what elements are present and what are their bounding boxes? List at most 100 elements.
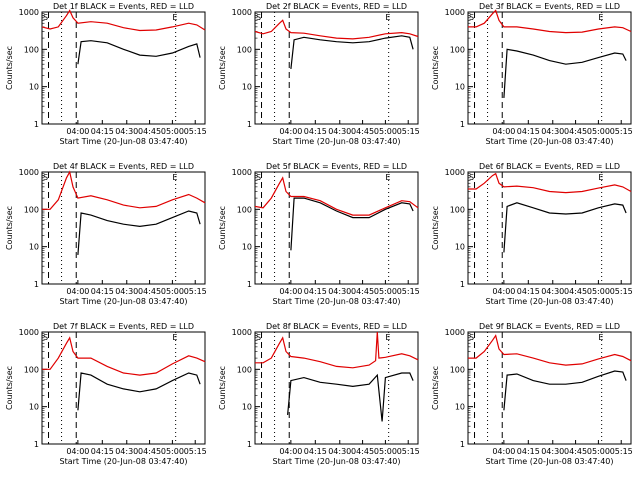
x-tick-label: 04:45: [351, 127, 374, 136]
plot-frame: [254, 171, 419, 285]
lld-series-line: [468, 172, 632, 194]
x-axis-label: Start Time (20-Jun-08 03:47:40): [486, 137, 614, 146]
marker-end-label: E: [172, 333, 177, 342]
y-tick-label: 10: [242, 83, 252, 92]
x-tick-label: 04:45: [564, 287, 587, 296]
events-series-line: [290, 197, 414, 251]
x-tick-label: 04:15: [304, 447, 327, 456]
chart-title: Det 2f BLACK = Events, RED = LLD: [266, 2, 407, 11]
lld-series-line: [254, 19, 419, 40]
x-tick-label: 04:30: [541, 127, 564, 136]
marker-start-label: S: [43, 13, 48, 22]
chart-title: Det 9f BLACK = Events, RED = LLD: [479, 322, 620, 331]
y-tick-label: 10: [455, 83, 465, 92]
x-axis-label: Start Time (20-Jun-08 03:47:40): [60, 297, 188, 306]
x-axis-label: Start Time (20-Jun-08 03:47:40): [273, 457, 401, 466]
events-series-line: [503, 48, 627, 98]
y-tick-label: 1000: [445, 328, 465, 337]
lld-series-line: [468, 9, 632, 34]
chart-panel: Det 3f BLACK = Events, RED = LLD 1 10 100 10…: [431, 2, 633, 146]
y-tick-label: 1000: [445, 168, 465, 177]
y-tick-label: 100: [450, 205, 465, 214]
marker-end-label: E: [385, 333, 390, 342]
lld-series-line: [41, 9, 206, 32]
marker-end-label: E: [598, 333, 603, 342]
x-axis-label: Start Time (20-Jun-08 03:47:40): [273, 297, 401, 306]
plot-frame: [41, 171, 206, 285]
marker-start-label: S: [469, 13, 474, 22]
y-tick-label: 10: [455, 243, 465, 252]
x-tick-label: 05:15: [397, 287, 420, 296]
y-tick-label: 1000: [232, 168, 252, 177]
x-tick-label: 05:00: [161, 447, 184, 456]
x-axis-label: Start Time (20-Jun-08 03:47:40): [273, 137, 401, 146]
y-tick-label: 1: [247, 120, 252, 129]
y-axis-label: Counts/sec: [431, 206, 440, 250]
y-tick-label: 1: [247, 280, 252, 289]
plot-frame: [41, 331, 206, 445]
marker-end-label: E: [598, 173, 603, 182]
chart-panel: Det 1f BLACK = Events, RED = LLD 1 10 100 10…: [5, 2, 207, 146]
y-tick-label: 100: [24, 365, 39, 374]
x-tick-label: 04:00: [492, 287, 515, 296]
x-axis-label: Start Time (20-Jun-08 03:47:40): [486, 297, 614, 306]
y-axis-label: Counts/sec: [431, 366, 440, 410]
x-tick-label: 04:45: [564, 447, 587, 456]
x-tick-label: 05:15: [184, 127, 207, 136]
y-tick-label: 100: [237, 365, 252, 374]
chart-title: Det 8f BLACK = Events, RED = LLD: [266, 322, 407, 331]
events-series-line: [503, 202, 627, 253]
plot-frame: [41, 11, 206, 125]
y-axis-label: Counts/sec: [5, 366, 14, 410]
x-tick-label: 05:00: [587, 287, 610, 296]
x-tick-label: 05:00: [374, 287, 397, 296]
x-tick-label: 04:15: [91, 447, 114, 456]
events-series-line: [77, 372, 201, 411]
y-tick-label: 1000: [445, 8, 465, 17]
x-tick-label: 04:00: [492, 447, 515, 456]
y-tick-label: 1: [34, 280, 39, 289]
y-axis-label: Counts/sec: [5, 206, 14, 250]
x-tick-label: 05:15: [610, 287, 633, 296]
x-tick-label: 04:00: [279, 287, 302, 296]
x-tick-label: 04:15: [304, 287, 327, 296]
marker-start-label: S: [43, 173, 48, 182]
x-tick-label: 05:15: [184, 287, 207, 296]
x-tick-label: 05:00: [374, 127, 397, 136]
chart-title: Det 6f BLACK = Events, RED = LLD: [479, 162, 620, 171]
y-tick-label: 1000: [19, 8, 39, 17]
lld-series-line: [468, 334, 632, 366]
x-tick-label: 05:00: [161, 127, 184, 136]
chart-panel: Det 2f BLACK = Events, RED = LLD 1 10 100 10…: [218, 2, 420, 146]
x-tick-label: 04:15: [91, 127, 114, 136]
marker-start-label: S: [256, 13, 261, 22]
x-tick-label: 04:45: [138, 287, 161, 296]
x-tick-label: 05:00: [161, 287, 184, 296]
chart-title: Det 1f BLACK = Events, RED = LLD: [53, 2, 194, 11]
plot-frame: [467, 11, 632, 125]
marker-start-label: S: [469, 173, 474, 182]
y-tick-label: 100: [24, 45, 39, 54]
y-tick-label: 1: [460, 120, 465, 129]
chart-title: Det 7f BLACK = Events, RED = LLD: [53, 322, 194, 331]
plot-frame: [254, 11, 419, 125]
x-tick-label: 04:30: [328, 447, 351, 456]
x-tick-label: 04:30: [115, 287, 138, 296]
y-tick-label: 1: [34, 440, 39, 449]
x-tick-label: 04:15: [91, 287, 114, 296]
y-tick-label: 10: [29, 403, 39, 412]
marker-end-label: E: [385, 173, 390, 182]
x-tick-label: 04:30: [541, 287, 564, 296]
marker-end-label: E: [172, 173, 177, 182]
events-series-line: [503, 370, 627, 411]
chart-title: Det 4f BLACK = Events, RED = LLD: [53, 162, 194, 171]
y-tick-label: 1: [34, 120, 39, 129]
y-tick-label: 1: [460, 280, 465, 289]
y-axis-label: Counts/sec: [218, 366, 227, 410]
x-tick-label: 04:00: [492, 127, 515, 136]
y-tick-label: 100: [24, 205, 39, 214]
chart-title: Det 3f BLACK = Events, RED = LLD: [479, 2, 620, 11]
x-tick-label: 05:00: [374, 447, 397, 456]
x-tick-label: 05:15: [184, 447, 207, 456]
x-axis-label: Start Time (20-Jun-08 03:47:40): [60, 457, 188, 466]
